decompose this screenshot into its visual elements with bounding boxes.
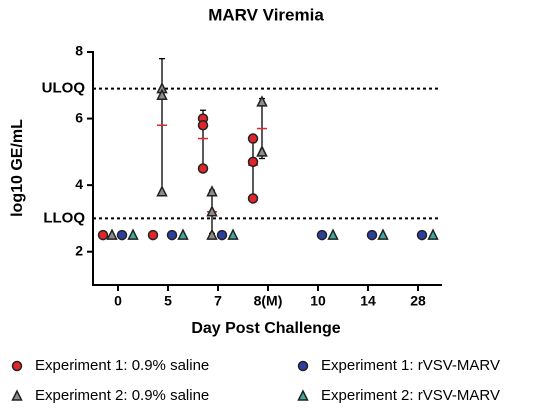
- data-point: [377, 228, 389, 240]
- x-tick-label: 28: [410, 293, 426, 309]
- legend-marker: [11, 360, 23, 372]
- x-tick-label: 7: [214, 293, 222, 309]
- y-tick-label: 6: [75, 109, 83, 125]
- data-point: [247, 156, 259, 168]
- data-point: [116, 229, 128, 241]
- data-point: [177, 228, 189, 240]
- data-point: [156, 88, 168, 101]
- legend-marker: [297, 360, 309, 372]
- data-point: [427, 228, 439, 240]
- data-point: [416, 229, 428, 241]
- x-tick-label: 5: [164, 293, 172, 309]
- legend-label: Experiment 2: 0.9% saline: [35, 387, 209, 404]
- data-point: [127, 228, 139, 240]
- y-tick-label: 2: [75, 242, 83, 258]
- legend-label: Experiment 2: rVSV-MARV: [321, 387, 500, 404]
- data-point: [206, 185, 218, 197]
- x-tick-label: 8(M): [254, 293, 283, 309]
- data-point: [216, 229, 228, 241]
- data-point: [227, 228, 239, 240]
- x-tick-label: 14: [360, 293, 376, 309]
- data-point: [366, 229, 378, 241]
- data-point: [256, 145, 268, 157]
- y-tick-label: 4: [75, 176, 83, 192]
- data-point: [97, 229, 109, 241]
- data-point: [247, 193, 259, 204]
- data-point: [147, 229, 159, 241]
- data-point: [206, 205, 218, 217]
- reference-label: ULOQ: [42, 80, 86, 97]
- legend-label: Experiment 1: rVSV-MARV: [321, 357, 500, 374]
- data-point: [106, 228, 118, 240]
- y-axis-label: log10 GE/mL: [9, 119, 26, 217]
- legend-marker: [11, 389, 23, 401]
- x-tick-label: 0: [114, 293, 122, 309]
- data-point: [197, 163, 209, 174]
- data-point: [327, 228, 339, 240]
- data-point: [247, 133, 259, 144]
- data-point: [166, 229, 178, 241]
- legend-marker: [297, 389, 309, 401]
- x-axis-label: Day Post Challenge: [191, 320, 340, 337]
- legend-label: Experiment 1: 0.9% saline: [35, 357, 209, 374]
- data-point: [197, 119, 209, 131]
- reference-label: LLOQ: [43, 209, 85, 226]
- data-point: [156, 185, 168, 197]
- x-tick-label: 10: [310, 293, 326, 309]
- chart-title: MARV Viremia: [208, 5, 324, 24]
- data-point: [316, 229, 328, 241]
- y-tick-label: 8: [75, 43, 83, 59]
- data-point: [256, 95, 268, 107]
- data-point: [206, 228, 218, 240]
